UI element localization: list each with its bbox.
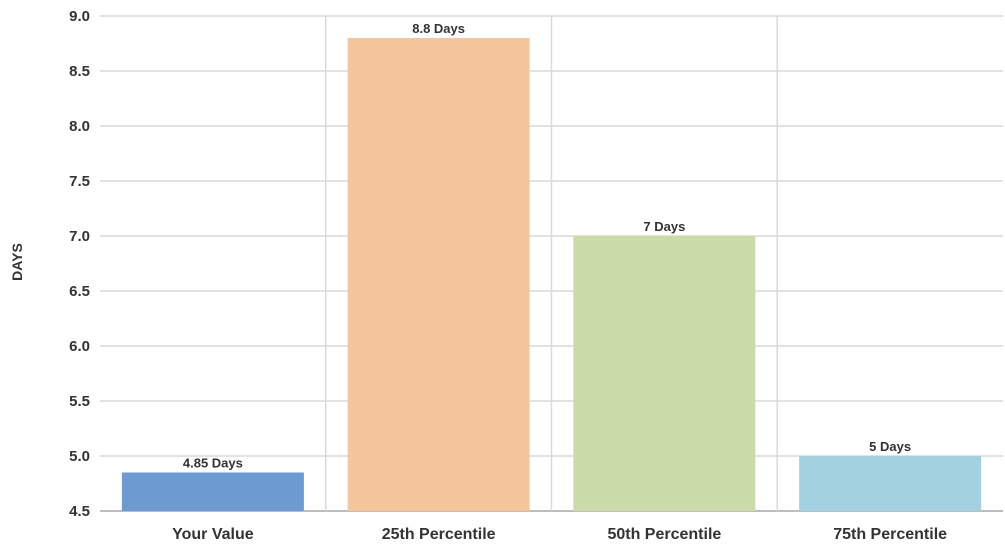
bars	[121, 38, 982, 511]
x-tick-label: 50th Percentile	[607, 526, 721, 543]
y-tick-label: 8.5	[69, 63, 90, 80]
y-tick-label: 5.5	[69, 393, 90, 410]
bar-75th-percentile	[799, 456, 982, 511]
x-tick-label: 25th Percentile	[382, 526, 496, 543]
y-tick-label: 8.0	[69, 118, 90, 135]
y-tick-label: 9.0	[69, 8, 90, 25]
y-tick-label: 7.5	[69, 173, 90, 190]
data-labels: 4.85 Days 8.8 Days 7 Days 5 Days	[183, 21, 911, 471]
y-tick-label: 7.0	[69, 228, 90, 245]
bar-your-value	[121, 472, 304, 511]
y-tick-label: 6.5	[69, 283, 90, 300]
x-tick-label: Your Value	[172, 526, 254, 543]
y-tick-label: 4.5	[69, 503, 90, 520]
data-label: 8.8 Days	[412, 21, 465, 36]
data-label: 4.85 Days	[183, 456, 243, 471]
x-tick-label: 75th Percentile	[833, 526, 947, 543]
y-tick-label: 5.0	[69, 448, 90, 465]
bar-50th-percentile	[573, 236, 756, 511]
y-axis-title: DAYS	[9, 243, 25, 281]
bar-25th-percentile	[347, 38, 530, 511]
category-separators	[325, 16, 778, 511]
y-tick-label: 6.0	[69, 338, 90, 355]
data-label: 5 Days	[869, 439, 911, 454]
data-label: 7 Days	[643, 219, 685, 234]
y-axis-ticks: 4.5 5.0 5.5 6.0 6.5 7.0 7.5 8.0 8.5 9.0	[69, 8, 90, 520]
x-axis-labels: Your Value 25th Percentile 50th Percentile…	[172, 526, 947, 543]
